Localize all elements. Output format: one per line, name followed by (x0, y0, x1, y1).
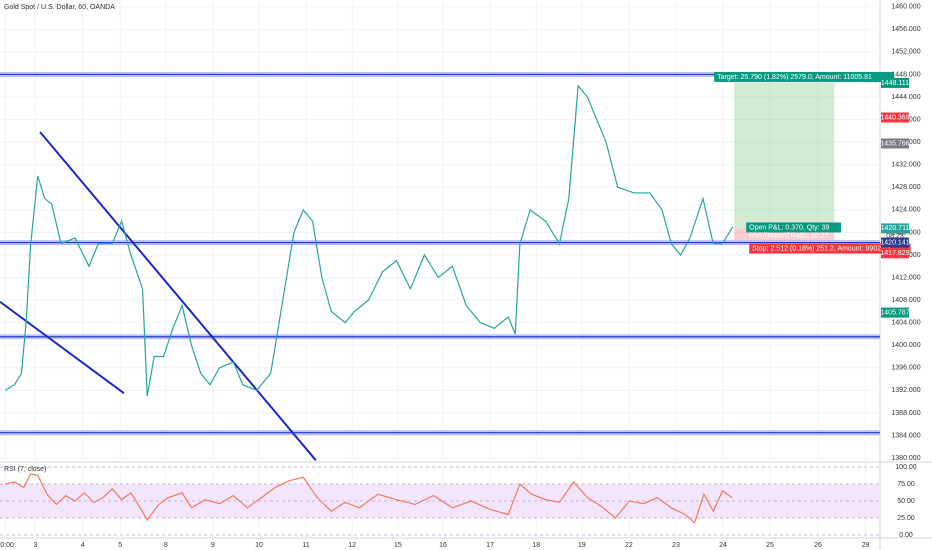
price-label: 1417.829 (880, 250, 909, 257)
rsi-title: RSI (7, close) (4, 466, 46, 473)
trendline (39, 131, 317, 461)
pnl-label-box (746, 222, 841, 233)
y-tick-label: 1404.000 (891, 320, 920, 327)
price-label: 1435.766 (880, 140, 909, 147)
x-tick-label: 16 (439, 542, 447, 549)
y-tick-label: 1448.000 (891, 71, 920, 78)
price-label-box (881, 237, 909, 248)
y-tick-label: 1408.000 (891, 297, 920, 304)
y-tick-label: 1412.000 (891, 274, 920, 281)
price-label: 1448.111 (881, 80, 909, 87)
price-label-box (881, 223, 909, 234)
x-tick-label: 23 (672, 542, 680, 549)
chart-title: Gold Spot / U.S. Dollar, 60, OANDA (4, 4, 115, 11)
price-label-box (881, 248, 909, 259)
y-tick-label: 1460.000 (891, 4, 920, 11)
x-tick-label: 11 (302, 542, 309, 549)
y-tick-label: 1444.000 (891, 94, 920, 101)
x-tick-label: 24 (719, 542, 727, 549)
y-tick-label: 1400.000 (891, 342, 920, 349)
price-label: 1405.787 (880, 309, 909, 316)
rsi-tick-label: 75.00 (897, 481, 915, 488)
target-label: Target: 25.790 (1.82%) 2579.0, Amount: 1… (717, 74, 872, 81)
y-tick-label: 1396.000 (891, 365, 920, 372)
price-label-box (881, 138, 909, 149)
x-tick-label: 29 (862, 542, 870, 549)
x-tick-label: 8 (164, 542, 168, 549)
pnl-label: Open P&L: 0.370, Qty: 39 (749, 224, 829, 231)
price-label-box (881, 77, 909, 88)
y-tick-label: 1392.000 (891, 387, 920, 394)
price-label-box (881, 112, 909, 123)
x-tick-label: 12 (348, 542, 356, 549)
y-tick-label: 1424.000 (891, 207, 920, 214)
x-tick-label: 17 (486, 542, 494, 549)
x-tick-label: 10 (255, 542, 263, 549)
rsi-tick-label: 25.00 (897, 515, 915, 522)
price-label: 1440.369 (880, 114, 909, 121)
price-label: 1420.711 (881, 225, 910, 232)
x-tick-label: 26 (814, 542, 822, 549)
x-tick-label: 00:00 (0, 542, 14, 549)
y-tick-label: 1384.000 (891, 432, 920, 439)
rsi-tick-label: 0.00 (899, 532, 913, 539)
y-tick-label: 1388.000 (891, 410, 920, 417)
price-line (4, 84, 734, 397)
x-tick-label: 22 (625, 542, 633, 549)
rsi-tick-label: 50.00 (897, 498, 915, 505)
x-tick-label: 18 (532, 542, 540, 549)
x-tick-label: 9 (211, 542, 215, 549)
price-label: 1420.141 (880, 239, 909, 246)
y-tick-label: 1452.000 (891, 49, 920, 56)
price-label-box (881, 307, 909, 318)
y-tick-label: 1380.000 (891, 455, 920, 462)
target-label-box (714, 71, 895, 82)
rr-label: Risk/Reward Ratio: 10.27 (749, 232, 828, 239)
y-tick-label: 1432.000 (891, 162, 920, 169)
x-tick-label: 15 (394, 542, 402, 549)
x-tick-label: 3 (33, 542, 37, 549)
x-tick-label: 25 (766, 542, 774, 549)
x-tick-label: 5 (118, 542, 122, 549)
stop-label: Stop: 2.512 (0.18%) 251.2, Amount: 9902.… (752, 245, 891, 252)
rsi-line (4, 473, 733, 524)
stop-label-box (749, 243, 911, 254)
countdown: 08:23 (886, 233, 904, 240)
y-tick-label: 1428.000 (891, 184, 920, 191)
trendline (0, 300, 125, 394)
x-tick-label: 4 (81, 542, 85, 549)
x-tick-label: 19 (578, 542, 586, 549)
target-zone (734, 82, 835, 229)
rsi-tick-label: 100.00 (895, 464, 917, 471)
y-tick-label: 1456.000 (891, 26, 920, 33)
